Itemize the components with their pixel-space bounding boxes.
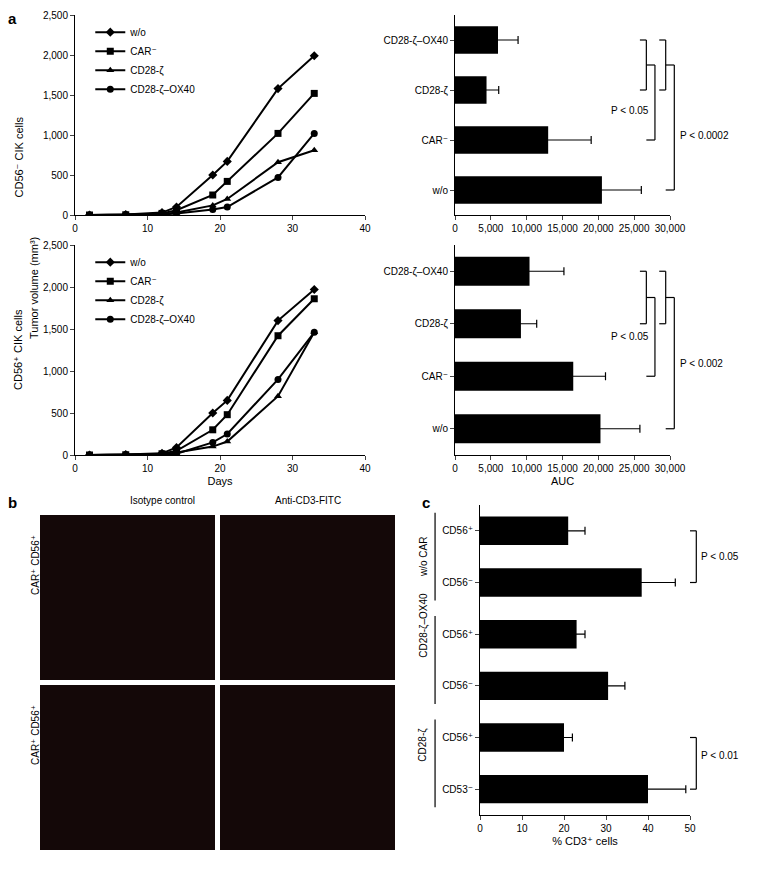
svg-text:0: 0 [477,823,483,834]
svg-text:CAR⁺ CD56⁺: CAR⁺ CD56⁺ [30,535,41,595]
svg-text:% CD3⁺ cells: % CD3⁺ cells [552,835,618,847]
svg-text:P < 0.0002: P < 0.0002 [680,130,729,141]
svg-text:10,000: 10,000 [511,463,542,474]
svg-text:1,500: 1,500 [43,324,68,335]
svg-text:2,000: 2,000 [43,282,68,293]
svg-text:CD28-ζ: CD28-ζ [417,728,429,762]
svg-text:w/o: w/o [129,27,146,38]
svg-text:15,000: 15,000 [547,223,578,234]
svg-text:P < 0.002: P < 0.002 [680,358,723,369]
svg-text:CD56⁻: CD56⁻ [442,577,473,588]
svg-text:P < 0.05: P < 0.05 [611,105,649,116]
svg-text:Isotype control: Isotype control [130,495,195,506]
svg-text:0: 0 [62,210,68,221]
svg-text:10: 10 [516,823,528,834]
svg-text:CD28-ζ: CD28-ζ [130,65,164,77]
svg-text:P < 0.05: P < 0.05 [701,551,739,562]
svg-text:1,500: 1,500 [43,90,68,101]
svg-text:CD28-ζ: CD28-ζ [415,318,449,330]
svg-text:CD28-ζ: CD28-ζ [415,85,449,97]
svg-text:CD28-ζ–OX40: CD28-ζ–OX40 [130,314,195,326]
svg-text:30,000: 30,000 [655,223,686,234]
svg-text:10: 10 [142,463,154,474]
svg-text:CAR⁺ CD56⁺: CAR⁺ CD56⁺ [30,705,41,765]
svg-text:CD28-ζ–OX40: CD28-ζ–OX40 [418,593,430,658]
svg-text:50: 50 [684,823,696,834]
svg-text:2,000: 2,000 [43,50,68,61]
svg-text:CD56⁺: CD56⁺ [442,629,473,640]
svg-text:15,000: 15,000 [547,463,578,474]
svg-text:40: 40 [359,463,371,474]
svg-text:w/o: w/o [431,185,448,196]
svg-text:CD53⁻: CD53⁻ [442,784,473,795]
svg-text:25,000: 25,000 [619,223,650,234]
svg-text:30,000: 30,000 [655,463,686,474]
svg-text:10,000: 10,000 [511,223,542,234]
svg-text:CD56⁺: CD56⁺ [442,732,473,743]
svg-text:2,500: 2,500 [43,10,68,21]
svg-text:500: 500 [51,408,68,419]
svg-text:5,000: 5,000 [478,463,503,474]
svg-text:25,000: 25,000 [619,463,650,474]
svg-text:20: 20 [558,823,570,834]
svg-text:CD28-ζ: CD28-ζ [130,295,164,307]
svg-text:CAR⁻: CAR⁻ [130,276,156,287]
svg-text:Tumor volume (mm³): Tumor volume (mm³) [28,237,40,339]
svg-text:w/o: w/o [129,257,146,268]
svg-text:1,000: 1,000 [43,366,68,377]
svg-text:CAR⁻: CAR⁻ [422,371,448,382]
svg-text:2,500: 2,500 [43,240,68,251]
svg-text:40: 40 [642,823,654,834]
svg-text:30: 30 [287,223,299,234]
svg-text:P < 0.01: P < 0.01 [701,750,739,761]
svg-text:w/o: w/o [431,423,448,434]
svg-text:20: 20 [214,223,226,234]
svg-text:5,000: 5,000 [478,223,503,234]
svg-text:CAR⁻: CAR⁻ [130,46,156,57]
svg-text:20,000: 20,000 [583,223,614,234]
svg-text:AUC: AUC [551,475,574,487]
svg-text:CD56⁺ CIK cells: CD56⁺ CIK cells [12,309,24,390]
svg-text:CD56⁻: CD56⁻ [442,680,473,691]
svg-text:0: 0 [452,223,458,234]
svg-text:Anti-CD3-FITC: Anti-CD3-FITC [275,495,341,506]
svg-text:c: c [422,494,430,511]
svg-text:CD56⁻ CIK cells: CD56⁻ CIK cells [13,117,25,198]
svg-text:CAR⁻: CAR⁻ [422,135,448,146]
svg-text:CD28-ζ–OX40: CD28-ζ–OX40 [130,84,195,96]
svg-text:30: 30 [600,823,612,834]
svg-text:10: 10 [142,223,154,234]
svg-text:P < 0.05: P < 0.05 [611,331,649,342]
svg-text:0: 0 [72,463,78,474]
svg-text:40: 40 [359,223,371,234]
svg-text:500: 500 [51,170,68,181]
svg-text:CD28-ζ–OX40: CD28-ζ–OX40 [384,35,449,47]
svg-text:20: 20 [214,463,226,474]
svg-text:20,000: 20,000 [583,463,614,474]
svg-text:b: b [8,494,17,511]
svg-text:a: a [8,10,17,27]
svg-text:CD28-ζ–OX40: CD28-ζ–OX40 [384,266,449,278]
svg-text:1,000: 1,000 [43,130,68,141]
svg-text:0: 0 [72,223,78,234]
svg-text:Days: Days [207,475,233,487]
svg-text:30: 30 [287,463,299,474]
svg-text:w/o CAR: w/o CAR [418,537,429,577]
svg-text:0: 0 [452,463,458,474]
svg-text:CD56⁺: CD56⁺ [442,525,473,536]
svg-text:0: 0 [62,450,68,461]
